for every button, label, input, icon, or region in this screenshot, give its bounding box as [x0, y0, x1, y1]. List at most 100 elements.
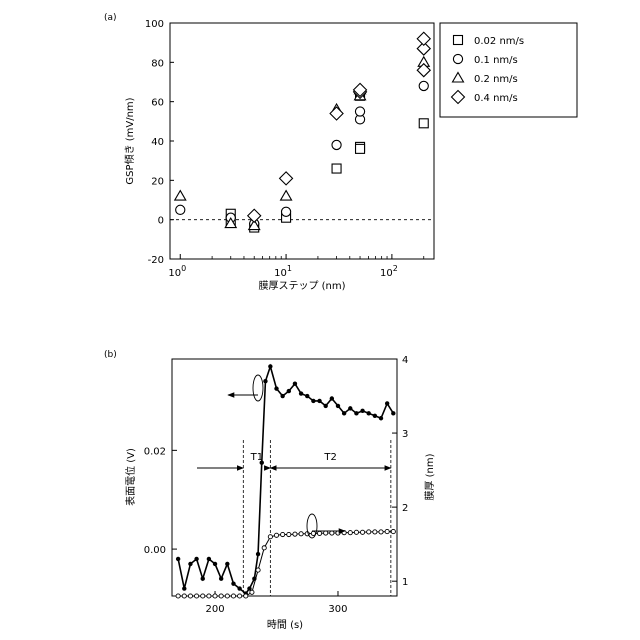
surface-potential-point — [373, 414, 377, 418]
right-y-tick-label: 3 — [402, 429, 408, 440]
triangle-point — [281, 191, 292, 201]
surface-potential-point — [391, 411, 395, 415]
x-tick-label: 100 — [168, 264, 186, 279]
circle-point — [332, 140, 341, 149]
surface-potential-point — [280, 394, 284, 398]
panel-b-label: (b) — [104, 350, 117, 360]
panel-b-guides — [243, 440, 391, 596]
film-thickness-point — [268, 535, 272, 539]
surface-potential-point — [311, 399, 315, 403]
t1-label: T1 — [250, 452, 263, 463]
film-thickness-point — [188, 594, 192, 598]
circle-point — [419, 81, 428, 90]
square-point — [419, 119, 428, 128]
circle-point — [281, 207, 290, 216]
panel-a-y-axis-label: GSP傾き (mV/nm) — [123, 97, 136, 184]
film-thickness-point — [336, 531, 340, 535]
surface-potential-point — [342, 411, 346, 415]
x-tick-label: 200 — [205, 604, 224, 615]
surface-potential-point — [317, 399, 321, 403]
panel-b-right-y-axis-label: 膜厚 (nm) — [424, 453, 436, 500]
film-thickness-point — [176, 594, 180, 598]
legend-label: 0.1 nm/s — [474, 55, 518, 66]
film-thickness-point — [250, 590, 254, 594]
film-thickness-point — [311, 531, 315, 535]
y-tick-label: -20 — [148, 255, 164, 266]
x-tick-label: 300 — [328, 604, 347, 615]
film-thickness-point — [293, 532, 297, 536]
film-thickness-point — [207, 594, 211, 598]
surface-potential-point — [360, 409, 364, 413]
right-y-tick-label: 1 — [402, 577, 408, 588]
surface-potential-point — [237, 586, 241, 590]
surface-potential-point — [305, 394, 309, 398]
film-thickness-point — [330, 531, 334, 535]
potential-curve-marker — [253, 375, 263, 401]
diamond-point — [417, 32, 430, 45]
film-thickness-point — [201, 594, 205, 598]
square-point — [332, 164, 341, 173]
x-tick-label: 102 — [380, 264, 398, 279]
panel-a-x-axis-label: 膜厚ステップ (nm) — [258, 280, 345, 292]
panel-b-series — [176, 364, 396, 598]
y-tick-label: 0 — [158, 216, 164, 227]
film-thickness-point — [194, 594, 198, 598]
panel-b-ticks: 2003000.000.021234 — [144, 355, 409, 615]
film-thickness-point — [231, 594, 235, 598]
film-thickness-point — [373, 530, 377, 534]
film-thickness-point — [244, 594, 248, 598]
surface-potential-point — [299, 391, 303, 395]
film-thickness-point — [360, 530, 364, 534]
film-thickness-point — [299, 532, 303, 536]
surface-potential-point — [379, 416, 383, 420]
film-thickness-point — [354, 530, 358, 534]
y-tick-label: 40 — [151, 137, 164, 148]
film-thickness-line — [178, 532, 393, 596]
legend-circle-marker — [453, 54, 462, 63]
panel-b-left-y-axis-label: 表面電位 (V) — [124, 448, 137, 506]
diamond-point — [330, 107, 343, 120]
diamond-point — [248, 209, 261, 222]
panel-a-plot-frame — [170, 23, 434, 259]
film-thickness-point — [385, 529, 389, 533]
panel-b-annotations: T1 T2 — [197, 375, 391, 538]
surface-potential-point — [287, 389, 291, 393]
surface-potential-point — [354, 411, 358, 415]
film-thickness-point — [256, 568, 260, 572]
right-y-tick-label: 4 — [402, 355, 408, 366]
surface-potential-point — [323, 404, 327, 408]
panel-b-x-axis-label: 時間 (s) — [267, 619, 303, 631]
film-thickness-point — [317, 531, 321, 535]
y-tick-label: 100 — [145, 19, 164, 30]
film-thickness-point — [287, 532, 291, 536]
surface-potential-point — [188, 562, 192, 566]
square-point — [356, 144, 365, 153]
panel-a: (a) -20020406080100 100101102 膜厚ステップ (nm… — [104, 13, 577, 292]
legend-label: 0.4 nm/s — [474, 93, 518, 104]
film-thickness-point — [324, 531, 328, 535]
y-tick-label: 20 — [151, 176, 164, 187]
surface-potential-point — [293, 381, 297, 385]
film-thickness-point — [379, 530, 383, 534]
surface-potential-point — [194, 557, 198, 561]
film-thickness-point — [281, 532, 285, 536]
x-tick-label: 101 — [274, 264, 292, 279]
surface-potential-point — [263, 379, 267, 383]
panel-a-label: (a) — [104, 13, 117, 23]
right-y-tick-label: 2 — [402, 503, 408, 514]
legend-square-marker — [454, 36, 463, 45]
surface-potential-point — [256, 552, 260, 556]
surface-potential-point — [330, 396, 334, 400]
film-thickness-point — [225, 594, 229, 598]
legend-label: 0.02 nm/s — [474, 36, 524, 47]
left-y-tick-label: 0.00 — [144, 545, 166, 556]
t2-label: T2 — [323, 452, 336, 463]
y-tick-label: 60 — [151, 98, 164, 109]
panel-b: (b) 2003000.000.021234 T1T2 時間 (s) 表面電位 … — [104, 350, 436, 631]
surface-potential-point — [367, 411, 371, 415]
film-thickness-point — [238, 594, 242, 598]
film-thickness-point — [348, 531, 352, 535]
surface-potential-point — [268, 364, 272, 368]
circle-point — [355, 107, 364, 116]
circle-point — [176, 205, 185, 214]
